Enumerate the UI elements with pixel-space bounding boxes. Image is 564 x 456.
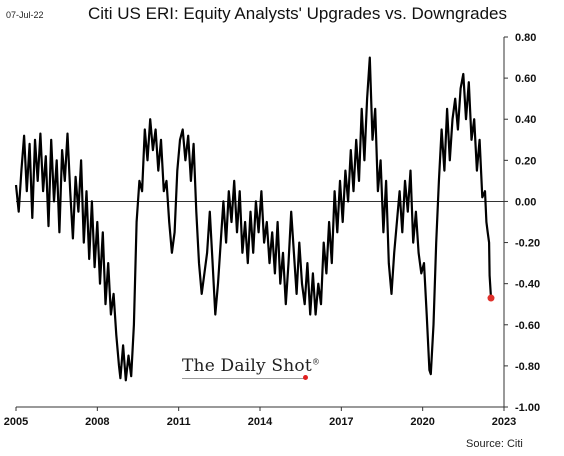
watermark-text: The Daily Shot — [182, 356, 312, 376]
y-tick-label: -0.20 — [515, 238, 540, 250]
last-point-marker — [487, 294, 495, 302]
y-tick-label: 0.80 — [515, 32, 536, 44]
y-tick-label: -0.60 — [515, 320, 540, 332]
y-tick-label: -0.80 — [515, 361, 540, 373]
chart-title: Citi US ERI: Equity Analysts' Upgrades v… — [88, 4, 507, 23]
date-label: 07-Jul-22 — [6, 10, 44, 20]
x-tick-label: 2005 — [4, 416, 28, 428]
y-tick-label: 0.00 — [515, 196, 536, 208]
x-tick-label: 2020 — [410, 416, 434, 428]
y-tick-label: 0.20 — [515, 155, 536, 167]
x-tick-label: 2011 — [167, 416, 191, 428]
watermark-registered-mark: ® — [311, 357, 321, 367]
axes: 0.80 0.60 0.40 0.20 0.00 -0.20 -0.40 -0.60 -0.80… — [4, 32, 540, 428]
source-label: Source: Citi — [466, 438, 523, 450]
x-tick-label: 2014 — [248, 416, 273, 428]
y-tick-label: -1.00 — [515, 402, 540, 414]
x-tick-label: 2017 — [329, 416, 353, 428]
y-tick-label: -0.40 — [515, 279, 540, 291]
watermark: The Daily Shot® — [182, 356, 321, 380]
y-tick-label: 0.40 — [515, 114, 536, 126]
watermark-underline — [182, 378, 306, 379]
y-tick-label: 0.60 — [515, 73, 536, 85]
series-line — [14, 56, 493, 382]
series-group — [14, 56, 495, 382]
watermark-red-dot — [303, 375, 308, 380]
x-tick-label: 2023 — [492, 416, 516, 428]
x-tick-label: 2008 — [85, 416, 109, 428]
